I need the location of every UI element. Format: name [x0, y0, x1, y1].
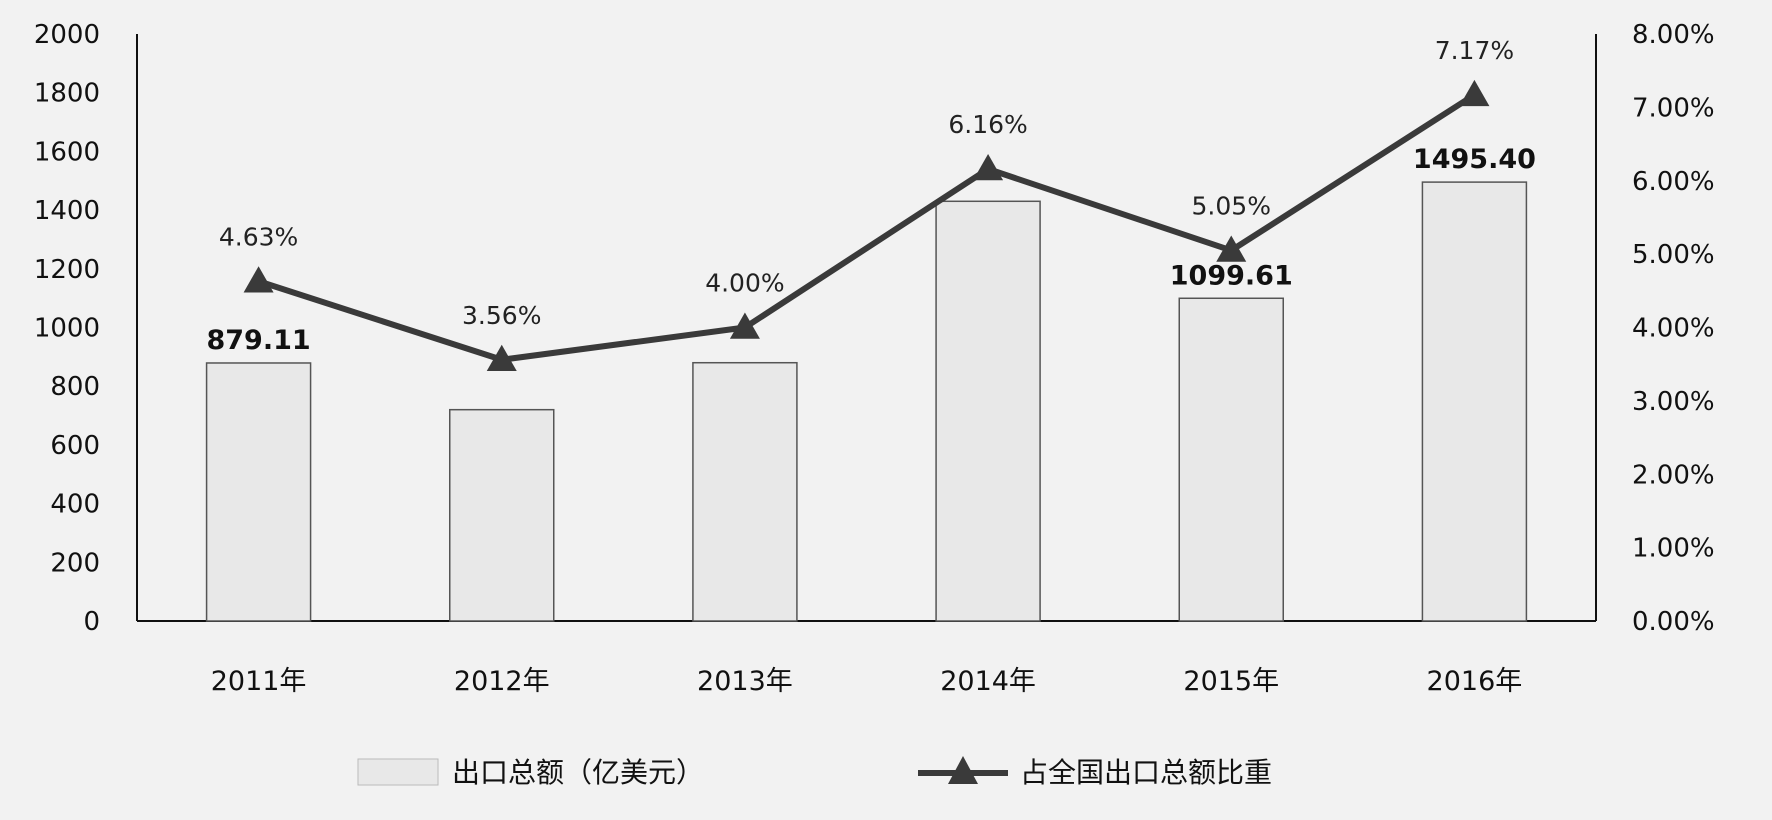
y-left-tick-label: 600 [50, 431, 100, 461]
line-value-label: 4.00% [705, 269, 784, 298]
line-value-label: 4.63% [219, 222, 298, 251]
y-right-tick-label: 5.00% [1632, 240, 1715, 270]
line-value-label: 6.16% [948, 110, 1027, 139]
y-right-tick-label: 1.00% [1632, 534, 1715, 564]
y-right-tick-label: 3.00% [1632, 387, 1715, 417]
legend-line-marker [948, 756, 978, 784]
line-marker [243, 266, 274, 293]
data-labels: 879.11 1099.61 1495.40 4.63% 3.56% 4.00% 6.16%… [206, 36, 1535, 356]
y-left-tick-label: 1400 [34, 196, 100, 226]
bar [205, 362, 312, 622]
y-left-tick-label: 1600 [34, 137, 100, 167]
y-left-tick-label: 400 [50, 490, 100, 520]
y-right-tick-label: 0.00% [1632, 607, 1715, 637]
bar [1421, 181, 1528, 622]
line-marker [729, 312, 760, 339]
y-left-tick-label: 800 [50, 372, 100, 402]
bar-series [205, 181, 1528, 622]
legend-bar-label: 出口总额（亿美元） [452, 756, 704, 789]
line-value-label: 7.17% [1435, 36, 1514, 65]
bar [692, 361, 798, 622]
axes: 0 200 400 600 800 1000 1200 1400 1600 1800 2000 0.0… [34, 20, 1715, 697]
legend-line-label: 占全国出口总额比重 [1020, 756, 1272, 789]
legend-bar-swatch [357, 758, 439, 786]
bar-value-label: 1099.61 [1170, 260, 1293, 291]
x-tick-label: 2012年 [454, 666, 550, 697]
line-marker [973, 154, 1004, 181]
x-tick-label: 2013年 [697, 666, 793, 697]
line-value-label: 3.56% [462, 301, 541, 330]
bar [449, 408, 555, 622]
x-tick-label: 2014年 [940, 666, 1036, 697]
y-left-tick-label: 0 [83, 607, 100, 637]
line-value-label: 5.05% [1192, 191, 1271, 220]
line-marker [486, 344, 517, 372]
y-right-tick-label: 8.00% [1632, 20, 1715, 50]
y-left-tick-label: 2000 [34, 20, 100, 50]
y-right-tick-label: 4.00% [1632, 314, 1715, 344]
y-right-tick-label: 7.00% [1632, 93, 1715, 123]
x-tick-label: 2016年 [1427, 666, 1523, 697]
legend: 出口总额（亿美元） 占全国出口总额比重 [357, 756, 1272, 789]
line-marker [1459, 79, 1490, 107]
bar [935, 200, 1041, 622]
x-tick-label: 2015年 [1183, 666, 1279, 697]
y-left-tick-label: 1000 [34, 314, 100, 344]
bar-value-label: 1495.40 [1413, 144, 1536, 175]
x-tick-label: 2011年 [211, 666, 307, 697]
line-path [257, 92, 1477, 363]
y-left-tick-label: 200 [50, 548, 100, 578]
bar-value-label: 879.11 [206, 325, 310, 356]
line-marker [1216, 235, 1247, 262]
y-right-tick-label: 6.00% [1632, 167, 1715, 197]
y-left-tick-label: 1200 [34, 255, 100, 285]
bar [1178, 297, 1284, 622]
y-right-tick-label: 2.00% [1632, 460, 1715, 490]
y-left-tick-label: 1800 [34, 79, 100, 109]
line-series [243, 79, 1490, 372]
